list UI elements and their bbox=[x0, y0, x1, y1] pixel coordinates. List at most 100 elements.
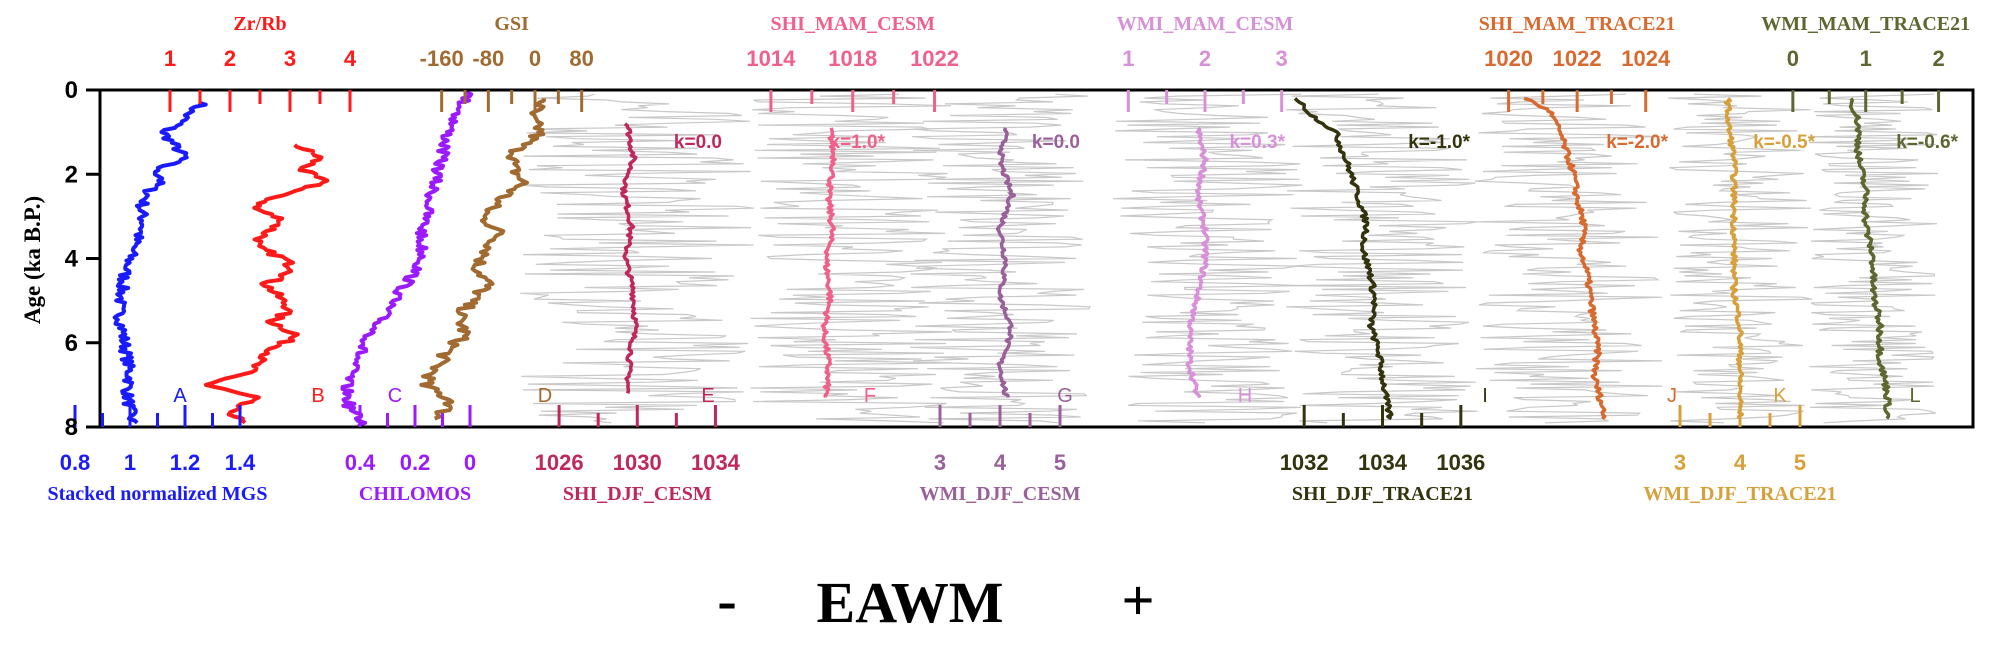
series-line-K bbox=[1723, 97, 1745, 420]
series-D bbox=[419, 98, 546, 421]
series-C bbox=[340, 89, 474, 429]
k-label-H: k=0.3* bbox=[1230, 132, 1286, 153]
tick-label-F: 1022 bbox=[910, 46, 959, 71]
age-tick-label: 2 bbox=[65, 161, 78, 188]
tick-label-B: 2 bbox=[224, 46, 236, 71]
tick-label-A: 1 bbox=[124, 450, 136, 475]
axis-H: 1 2 3 WMI_MAM_CESM Hk=0.3* bbox=[1117, 13, 1294, 407]
tick-label-B: 3 bbox=[284, 46, 296, 71]
tick-label-G: 4 bbox=[994, 450, 1007, 475]
axis-title-F: SHI_MAM_CESM bbox=[771, 13, 936, 35]
k-label-J: k=-2.0* bbox=[1606, 132, 1668, 153]
series-line-A bbox=[112, 100, 208, 425]
panel-letter-A: A bbox=[173, 385, 187, 407]
series-line-J bbox=[1523, 96, 1607, 420]
tick-label-K: 4 bbox=[1734, 450, 1747, 475]
tick-label-D: -160 bbox=[420, 46, 464, 71]
tick-label-I: 1032 bbox=[1280, 450, 1329, 475]
age-tick-label: 8 bbox=[65, 414, 78, 441]
panel-letter-E: E bbox=[701, 385, 714, 407]
spread-K bbox=[1668, 93, 1813, 424]
tick-label-J: 1020 bbox=[1484, 46, 1533, 71]
eawm-caption: - EAWM + bbox=[717, 568, 1154, 635]
series-line-I bbox=[1293, 97, 1394, 421]
panel-letter-H: H bbox=[1238, 385, 1252, 407]
panel-axes-layer: 0.8 1 1.2 1.4 Stacked normalized MGS A 1 2 3 4 Zr/… bbox=[48, 13, 1971, 505]
tick-label-C: 0.4 bbox=[345, 450, 376, 475]
k-label-F: k=1.0* bbox=[830, 132, 886, 153]
panel-letter-J: J bbox=[1667, 385, 1677, 407]
eawm-label: EAWM bbox=[817, 570, 1004, 635]
series-A bbox=[112, 100, 208, 425]
axis-B: 1 2 3 4 Zr/Rb B bbox=[164, 13, 357, 407]
eawm-plus: + bbox=[1121, 568, 1154, 633]
tick-label-B: 4 bbox=[344, 46, 357, 71]
age-tick-label: 0 bbox=[65, 77, 78, 104]
spread-G bbox=[910, 93, 1091, 424]
spread-F bbox=[750, 93, 953, 424]
axis-C: 0.4 0.2 0 CHILOMOS C bbox=[345, 385, 476, 505]
series-G bbox=[995, 127, 1017, 398]
tick-label-D: 80 bbox=[569, 46, 593, 71]
tick-label-H: 2 bbox=[1199, 46, 1211, 71]
panel-letter-K: K bbox=[1773, 385, 1787, 407]
series-L bbox=[1848, 97, 1892, 420]
series-J bbox=[1523, 96, 1607, 420]
axis-title-D: GSI bbox=[494, 13, 529, 35]
series-line-L bbox=[1848, 97, 1892, 420]
axis-L: 0 1 2 WMI_MAM_TRACE21 Lk=-0.6* bbox=[1761, 13, 1970, 407]
k-label-K: k=-0.5* bbox=[1753, 132, 1815, 153]
tick-label-L: 1 bbox=[1860, 46, 1872, 71]
tick-label-E: 1030 bbox=[613, 450, 662, 475]
eawm-minus: - bbox=[717, 568, 736, 633]
series-line-D bbox=[419, 98, 546, 421]
axis-title-H: WMI_MAM_CESM bbox=[1117, 13, 1294, 35]
tick-label-B: 1 bbox=[164, 46, 176, 71]
axis-title-G: WMI_DJF_CESM bbox=[919, 483, 1080, 505]
spread-I bbox=[1285, 93, 1479, 424]
series-line-E bbox=[620, 122, 639, 394]
tick-label-E: 1026 bbox=[535, 450, 584, 475]
k-label-I: k=-1.0* bbox=[1408, 132, 1470, 153]
tick-label-H: 3 bbox=[1276, 46, 1288, 71]
series-line-B bbox=[203, 143, 330, 425]
panel-letter-B: B bbox=[311, 385, 324, 407]
tick-label-C: 0.2 bbox=[400, 450, 431, 475]
series-line-G bbox=[995, 127, 1017, 398]
age-tick-label: 4 bbox=[65, 246, 79, 273]
series-H bbox=[1185, 126, 1210, 399]
axis-title-E: SHI_DJF_CESM bbox=[563, 483, 712, 505]
tick-label-K: 3 bbox=[1674, 450, 1686, 475]
axis-E: 1026 1030 1034 SHI_DJF_CESM Ek=0.0 bbox=[535, 132, 741, 505]
tick-label-C: 0 bbox=[464, 450, 476, 475]
tick-label-A: 0.8 bbox=[60, 450, 91, 475]
tick-label-D: -80 bbox=[472, 46, 504, 71]
k-label-G: k=0.0 bbox=[1032, 132, 1080, 153]
axis-J: 1020 1022 1024 SHI_MAM_TRACE21 Jk=-2.0* bbox=[1479, 13, 1677, 407]
axis-I: 1032 1034 1036 SHI_DJF_TRACE21 Ik=-1.0* bbox=[1280, 132, 1488, 505]
series-line-F bbox=[820, 127, 837, 398]
tick-label-H: 1 bbox=[1122, 46, 1134, 71]
axis-G: 3 4 5 WMI_DJF_CESM Gk=0.0 bbox=[919, 132, 1080, 505]
axis-D: -160 -80 0 80 GSI D bbox=[420, 13, 594, 407]
series-line-C bbox=[340, 89, 474, 429]
spread-H bbox=[1113, 93, 1303, 424]
tick-label-D: 0 bbox=[529, 46, 541, 71]
series-layer bbox=[112, 89, 1892, 429]
axis-K: 3 4 5 WMI_DJF_TRACE21 Kk=-0.5* bbox=[1643, 132, 1836, 505]
axis-title-I: SHI_DJF_TRACE21 bbox=[1292, 483, 1473, 505]
tick-label-A: 1.2 bbox=[170, 450, 201, 475]
spread-E bbox=[520, 93, 755, 424]
series-B bbox=[203, 143, 330, 425]
tick-label-I: 1036 bbox=[1436, 450, 1485, 475]
panel-letter-G: G bbox=[1057, 385, 1073, 407]
series-I bbox=[1293, 97, 1394, 421]
panel-letter-F: F bbox=[864, 385, 876, 407]
axis-title-J: SHI_MAM_TRACE21 bbox=[1479, 13, 1676, 35]
k-label-L: k=-0.6* bbox=[1896, 132, 1958, 153]
y-axis-label: Age (ka B.P.) bbox=[20, 196, 45, 324]
axis-A: 0.8 1 1.2 1.4 Stacked normalized MGS A bbox=[48, 385, 268, 505]
panel-letter-D: D bbox=[538, 385, 552, 407]
axis-title-L: WMI_MAM_TRACE21 bbox=[1761, 13, 1970, 35]
